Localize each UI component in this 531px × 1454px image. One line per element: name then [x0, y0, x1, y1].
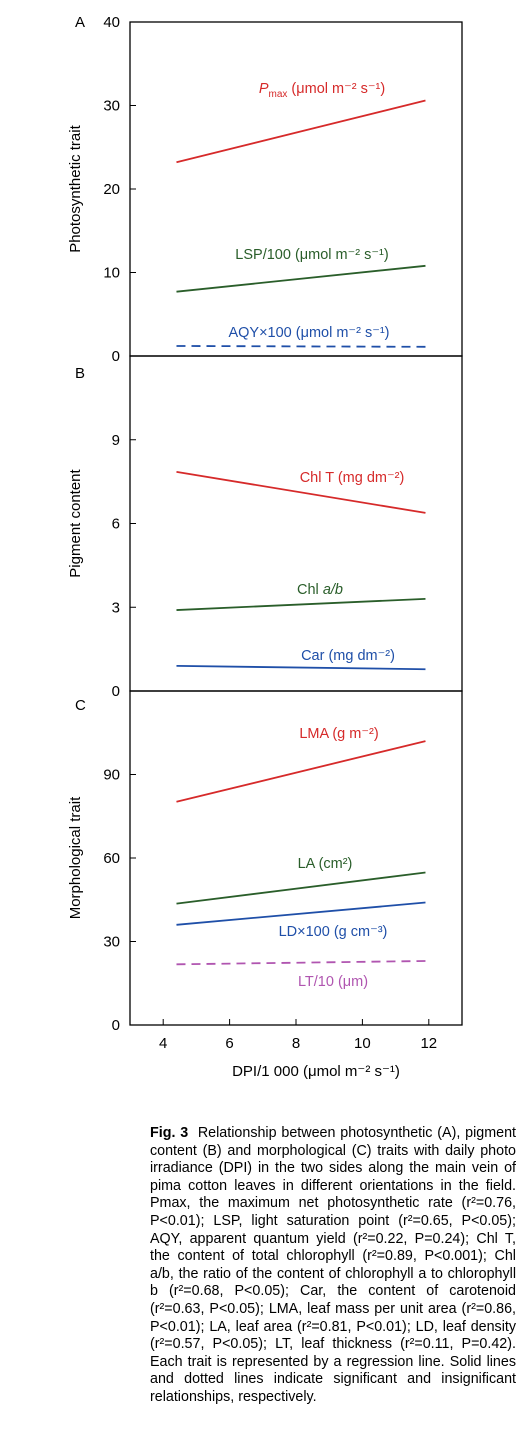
- plot-frame-c: [129, 690, 463, 1026]
- series-line: [176, 740, 426, 803]
- series-label: LSP/100 (μmol m⁻² s⁻¹): [235, 247, 388, 263]
- y-tick-label: 0: [112, 683, 120, 700]
- y-tick-label: 3: [112, 599, 120, 616]
- plot-frame-b: [129, 355, 463, 692]
- y-axis-label: Morphological trait: [67, 796, 84, 919]
- y-tick-label: 30: [103, 98, 120, 115]
- caption-text: Relationship between photosynthetic (A),…: [150, 1125, 516, 1405]
- panel-a: A 0 10 20 30 40 Photosynthetic trait Pmax (μmol…: [67, 14, 463, 365]
- y-tick-label: 0: [112, 1017, 120, 1034]
- series-label: Car (mg dm⁻²): [301, 648, 395, 664]
- y-tick-label: 30: [103, 934, 120, 951]
- x-tick-label: 4: [159, 1035, 167, 1052]
- series-line: [176, 264, 426, 293]
- caption-label: Fig. 3: [150, 1125, 189, 1141]
- y-tick-label: 9: [112, 432, 120, 449]
- x-tick-label: 12: [420, 1035, 437, 1052]
- y-tick-label: 90: [103, 767, 120, 784]
- x-tick-label: 8: [292, 1035, 300, 1052]
- series-label: AQY×100 (μmol m⁻² s⁻¹): [228, 325, 389, 341]
- y-tick-label: 6: [112, 516, 120, 533]
- series-line: [176, 470, 426, 514]
- series-line: [176, 345, 426, 348]
- y-tick-label: 0: [112, 348, 120, 365]
- series-line: [176, 597, 426, 611]
- series-label: Pmax (μmol m⁻² s⁻¹): [259, 81, 385, 100]
- series-line: [176, 960, 426, 966]
- y-axis-label: Pigment content: [67, 468, 84, 577]
- x-axis-label: DPI/1 000 (μmol m⁻² s⁻¹): [232, 1063, 400, 1080]
- series-line: [176, 901, 426, 926]
- panel-letter: C: [75, 697, 86, 714]
- series-label: LD×100 (g cm⁻³): [279, 924, 388, 940]
- figure-caption: Fig. 3 Relationship between photosynthet…: [150, 1125, 516, 1407]
- panel-letter: A: [75, 14, 85, 31]
- panel-b: B 0 3 6 9 Pigment content Chl T (mg dm⁻²) Chl a…: [67, 355, 463, 700]
- series-line: [176, 99, 426, 164]
- series-line: [176, 664, 426, 671]
- y-tick-label: 10: [103, 265, 120, 282]
- x-tick-label: 6: [225, 1035, 233, 1052]
- x-tick-label: 10: [354, 1035, 371, 1052]
- y-tick-label: 60: [103, 850, 120, 867]
- series-label: Chl a/b: [297, 582, 343, 598]
- panel-letter: B: [75, 365, 85, 382]
- plot-frame-a: [129, 21, 463, 357]
- y-tick-label: 40: [103, 14, 120, 31]
- series-label: Chl T (mg dm⁻²): [300, 470, 405, 486]
- y-axis-label: Photosynthetic trait: [67, 124, 84, 252]
- panel-c: C 0 30 60 90 Morphological trait 4 6 8 10 12 DPI/1 …: [67, 690, 463, 1080]
- series-label: LA (cm²): [298, 856, 353, 872]
- series-label: LT/10 (μm): [298, 974, 368, 990]
- series-line: [176, 871, 426, 905]
- series-label: LMA (g m⁻²): [299, 726, 378, 742]
- y-tick-label: 20: [103, 181, 120, 198]
